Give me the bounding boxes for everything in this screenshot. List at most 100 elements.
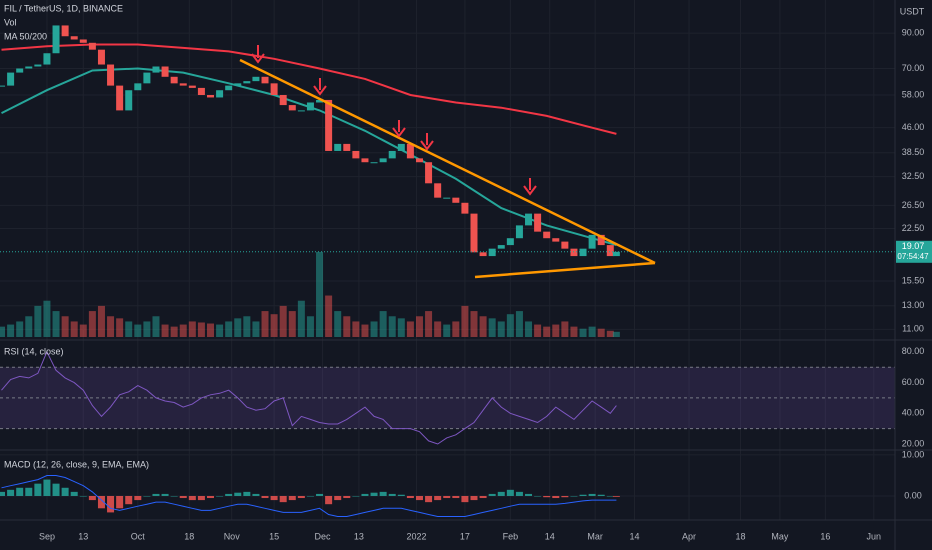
candle	[261, 76, 269, 84]
rsi-tick-label: 20.00	[902, 438, 925, 448]
arrow	[313, 78, 327, 96]
candle	[488, 248, 496, 257]
macd-hist-bar	[143, 495, 151, 497]
candle	[216, 90, 224, 98]
macd-hist-bar	[243, 491, 251, 496]
macd-hist-bar	[97, 495, 105, 509]
macd-hist-bar	[415, 495, 423, 501]
candle	[479, 252, 487, 257]
y-tick-label: 46.00	[902, 122, 925, 132]
macd-hist-bar	[116, 495, 124, 509]
x-tick-label: 17	[460, 531, 470, 541]
macd-hist-bar	[225, 493, 233, 496]
macd-hist-bar	[261, 495, 269, 499]
candle	[379, 158, 387, 163]
candle	[397, 143, 405, 151]
macd-hist-bar	[434, 495, 442, 501]
macd-hist-bar	[488, 493, 496, 496]
candle	[525, 213, 533, 226]
volume-bar	[134, 324, 142, 337]
macd-hist-bar	[216, 495, 224, 497]
volume-bar	[343, 316, 351, 337]
candle	[152, 66, 160, 73]
volume-bar	[170, 326, 178, 337]
candle	[370, 162, 378, 164]
candle	[252, 76, 260, 82]
arrow	[392, 120, 406, 138]
x-tick-label: 14	[630, 531, 640, 541]
candle	[297, 110, 305, 112]
volume-bar	[543, 326, 551, 337]
candle	[188, 85, 196, 88]
volume-bar	[7, 324, 15, 337]
macd-hist-bar	[334, 495, 342, 501]
volume-bar	[16, 321, 24, 337]
x-tick-label: 18	[736, 531, 746, 541]
macd-hist-bar	[543, 495, 551, 498]
volume-bar	[152, 316, 160, 337]
macd-hist-bar	[588, 493, 596, 496]
volume-bar	[425, 311, 433, 337]
x-tick-label: 2022	[406, 531, 426, 541]
x-tick-label: Dec	[315, 531, 332, 541]
volume-bar	[534, 324, 542, 337]
rsi-line	[1, 350, 617, 445]
volume-bar	[179, 324, 187, 337]
volume-bar	[0, 326, 6, 337]
volume-bar	[388, 316, 396, 337]
candle	[7, 72, 15, 86]
y-tick-label: 11.00	[902, 324, 924, 334]
macd-hist-bar	[161, 493, 169, 496]
macd-hist-bar	[34, 483, 42, 496]
volume-bar	[325, 295, 333, 337]
macd-hist-bar	[570, 495, 578, 497]
volume-label: Vol	[4, 17, 17, 27]
macd-hist-bar	[0, 491, 6, 496]
volume-bar	[552, 324, 560, 337]
candle	[279, 95, 287, 106]
x-tick-label: 18	[184, 531, 194, 541]
macd-hist-bar	[206, 495, 214, 499]
macd-hist-bar	[361, 493, 369, 496]
macd-hist-bar	[16, 487, 24, 496]
macd-hist-bar	[370, 492, 378, 496]
arrow	[420, 133, 434, 151]
candle	[612, 251, 620, 257]
candle	[197, 87, 205, 96]
macd-hist-bar	[425, 495, 433, 503]
volume-bar	[297, 300, 305, 337]
y-tick-label: 38.50	[902, 147, 925, 157]
macd-hist-bar	[252, 493, 260, 496]
macd-hist-bar	[88, 495, 96, 501]
candle	[243, 81, 251, 84]
volume-bar	[279, 305, 287, 337]
trend-line	[474, 261, 656, 279]
candle	[434, 183, 442, 198]
candle	[206, 95, 214, 98]
macd-hist-bar	[107, 495, 115, 513]
volume-bar	[497, 321, 505, 337]
volume-bar	[361, 324, 369, 337]
x-tick-label: Mar	[587, 531, 603, 541]
candle	[588, 234, 596, 249]
candle	[543, 231, 551, 239]
volume-bar	[88, 311, 96, 337]
volume-bar	[570, 326, 578, 337]
candle	[352, 150, 360, 159]
volume-bar	[397, 318, 405, 337]
macd-hist-bar	[70, 491, 78, 496]
volume-bar	[52, 311, 60, 337]
x-tick-label: Oct	[131, 531, 146, 541]
x-tick-label: 13	[354, 531, 364, 541]
candle	[515, 225, 523, 239]
moving-average	[1, 43, 617, 135]
x-tick-label: 15	[269, 531, 279, 541]
candle	[88, 42, 96, 50]
candle	[107, 64, 115, 86]
candle	[343, 143, 351, 151]
x-tick-label: Sep	[39, 531, 55, 541]
macd-hist-bar	[612, 495, 620, 497]
candle	[25, 66, 33, 69]
volume-bar	[306, 316, 314, 337]
y-tick-label: 58.00	[902, 89, 925, 99]
